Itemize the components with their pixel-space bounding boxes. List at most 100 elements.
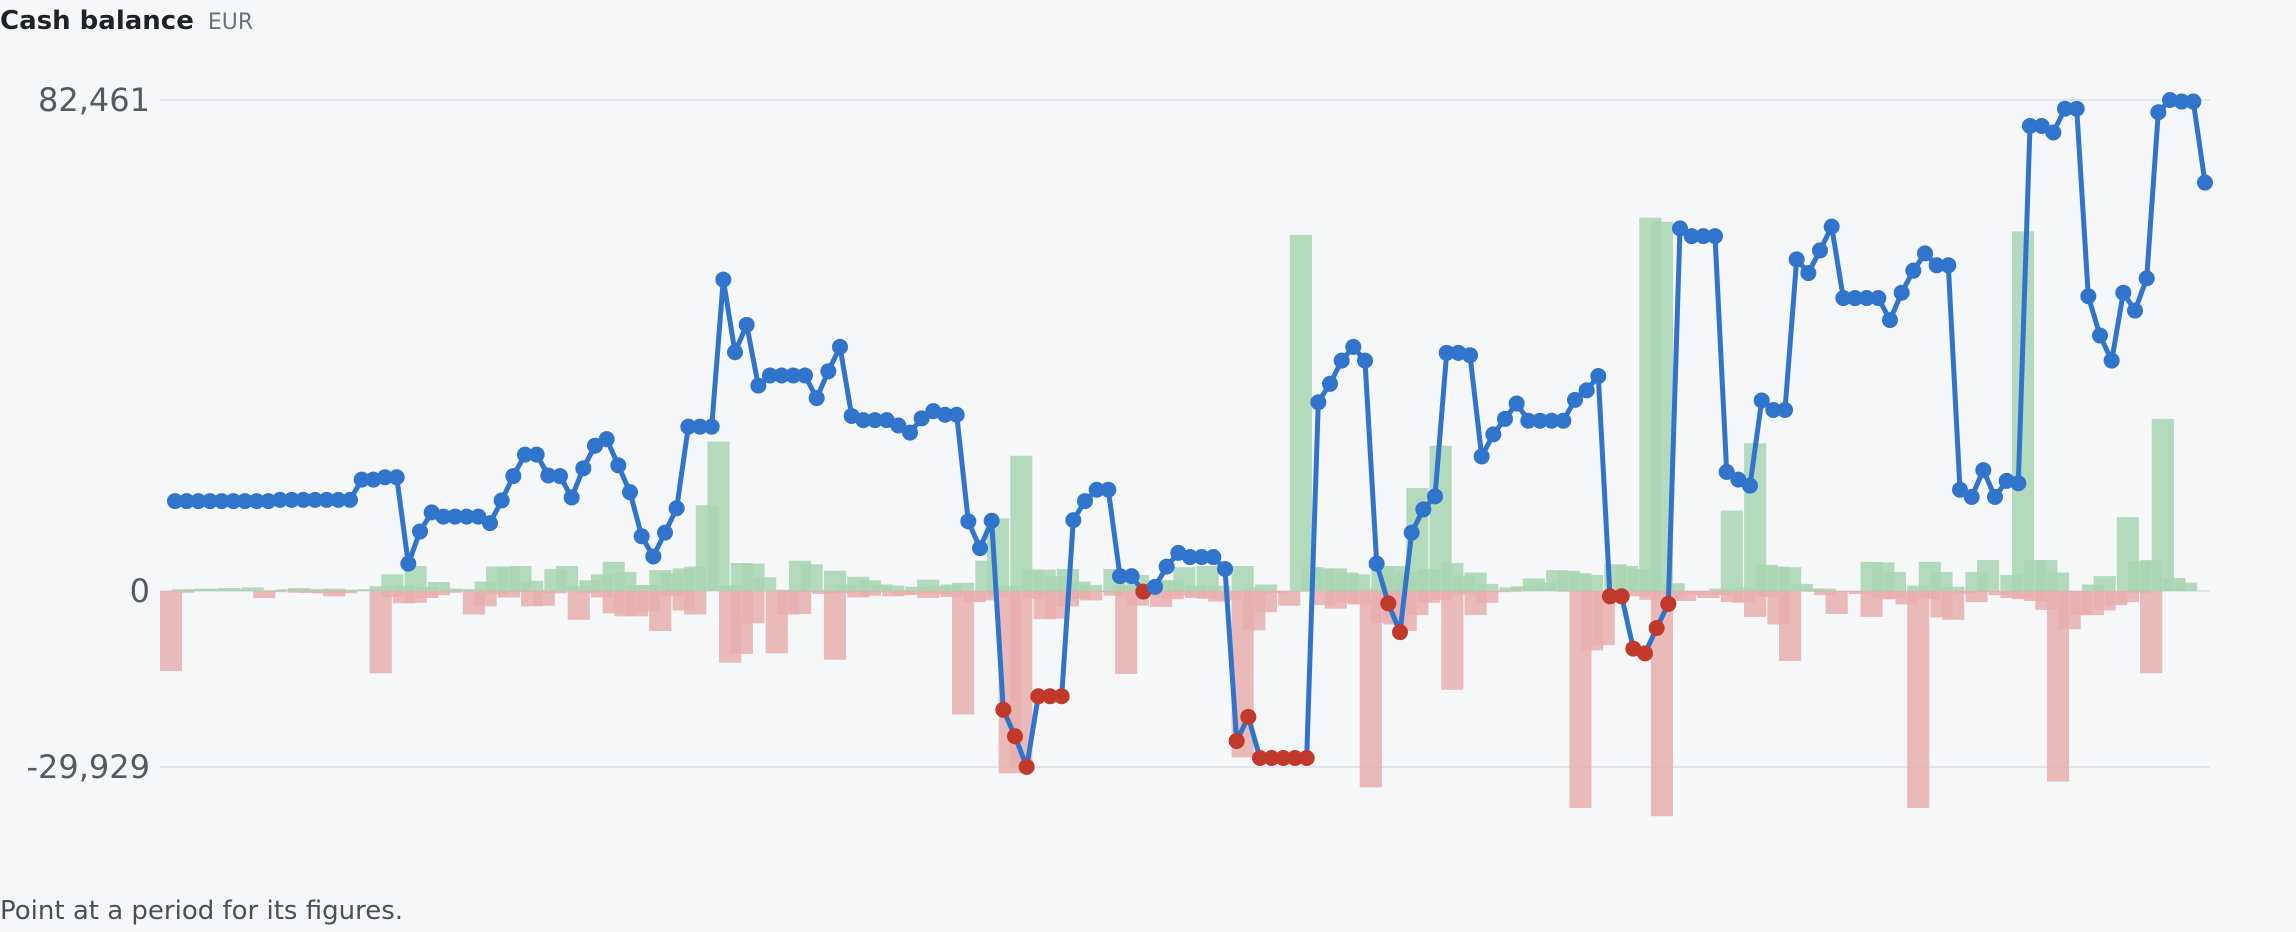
balance-point bbox=[1403, 524, 1420, 541]
outflow-bar bbox=[1872, 591, 1895, 600]
inflow-bar bbox=[835, 584, 858, 591]
outflow-bar bbox=[299, 591, 322, 593]
inflow-bar bbox=[719, 585, 742, 591]
balance-point bbox=[1777, 401, 1793, 418]
inflow-bar bbox=[1650, 221, 1674, 591]
balance-point bbox=[342, 491, 358, 508]
inflow-bar bbox=[800, 564, 823, 591]
outflow-bar bbox=[1732, 591, 1755, 603]
outflow-bar bbox=[1709, 591, 1732, 596]
negative-balance-point bbox=[1030, 688, 1047, 705]
balance-point bbox=[307, 491, 323, 508]
balance-point bbox=[540, 467, 557, 484]
balance-point bbox=[633, 528, 650, 545]
inflow-bar bbox=[264, 590, 287, 591]
inflow-bar bbox=[521, 580, 544, 591]
outflow-bar bbox=[334, 591, 357, 594]
outflow-bar bbox=[2011, 591, 2035, 600]
outflow-bar bbox=[742, 591, 765, 624]
outflow-bar bbox=[1918, 591, 1941, 600]
balance-point bbox=[2138, 270, 2155, 287]
outflow-bar bbox=[1802, 591, 1825, 592]
balance-point bbox=[237, 493, 253, 510]
inflow-bar bbox=[1348, 574, 1371, 591]
outflow-bar bbox=[171, 591, 194, 593]
outflow-bar bbox=[416, 591, 439, 599]
negative-balance-point bbox=[1240, 708, 1257, 725]
balance-point bbox=[2022, 117, 2038, 134]
balance-point bbox=[1532, 412, 1548, 429]
inflow-bar bbox=[2151, 418, 2174, 591]
outflow-bar bbox=[1417, 591, 1441, 603]
balance-point bbox=[1847, 290, 1863, 307]
outflow-bar bbox=[404, 591, 427, 603]
inflow-bar bbox=[1231, 565, 1254, 591]
outflow-bar bbox=[1219, 591, 1243, 600]
inflow-bar bbox=[2093, 576, 2116, 591]
balance-point bbox=[1812, 242, 1828, 259]
negative-balance-point bbox=[1053, 688, 1070, 705]
inflow-bar bbox=[905, 586, 928, 591]
inflow-bar bbox=[1511, 586, 1534, 591]
outflow-bar bbox=[2128, 591, 2151, 593]
inflow-bar bbox=[1977, 560, 2000, 591]
outflow-bar bbox=[1068, 591, 1091, 600]
balance-point bbox=[353, 471, 370, 488]
inflow-bar bbox=[1534, 582, 1557, 591]
balance-point bbox=[668, 500, 685, 517]
balance-point bbox=[1987, 488, 2003, 505]
outflow-bar bbox=[381, 591, 404, 597]
negative-balance-point bbox=[1648, 620, 1665, 637]
outflow-bar bbox=[2046, 591, 2070, 782]
balance-point bbox=[762, 367, 778, 384]
balance-point bbox=[1357, 352, 1373, 369]
balance-point bbox=[400, 555, 417, 572]
balance-point bbox=[1753, 392, 1770, 409]
inflow-bar bbox=[1476, 583, 1499, 591]
balance-point bbox=[937, 406, 953, 423]
chart-header: Cash balance EUR bbox=[0, 6, 253, 36]
balance-point bbox=[1427, 488, 1443, 505]
balance-point bbox=[1543, 412, 1560, 429]
balance-point bbox=[2045, 124, 2062, 141]
balance-point bbox=[1882, 312, 1898, 329]
negative-balance-point bbox=[1007, 728, 1023, 745]
outflow-bar bbox=[567, 591, 590, 620]
outflow-bar bbox=[1779, 591, 1802, 661]
balance-point bbox=[330, 491, 347, 508]
inflow-bar bbox=[567, 586, 590, 591]
balance-point bbox=[575, 460, 592, 477]
balance-point bbox=[1555, 412, 1572, 429]
inflow-bar bbox=[579, 580, 602, 591]
inflow-bar bbox=[358, 589, 381, 591]
inflow-bar bbox=[952, 582, 975, 591]
balance-point bbox=[2057, 100, 2073, 117]
inflow-bar bbox=[1720, 510, 1743, 591]
balance-point bbox=[1438, 344, 1455, 361]
inflow-bar bbox=[218, 588, 241, 591]
inflow-bar bbox=[893, 589, 916, 591]
balance-point bbox=[1893, 284, 1910, 301]
inflow-bar bbox=[1359, 588, 1382, 591]
inflow-bar bbox=[1581, 574, 1604, 591]
inflow-bar bbox=[1289, 234, 1312, 591]
inflow-bar bbox=[625, 585, 649, 591]
outflow-bar bbox=[800, 591, 823, 593]
outflow-bar bbox=[2023, 591, 2046, 601]
inflow-bar bbox=[1883, 571, 1906, 591]
outflow-bar bbox=[1720, 591, 1743, 603]
balance-point bbox=[1508, 395, 1525, 412]
negative-balance-point bbox=[1018, 758, 1035, 775]
balance-point bbox=[1333, 352, 1350, 369]
outflow-bar bbox=[1161, 591, 1184, 600]
inflow-bar bbox=[940, 584, 963, 591]
balance-point bbox=[703, 418, 720, 435]
inflow-bar bbox=[882, 585, 905, 591]
negative-balance-point bbox=[1275, 750, 1292, 767]
outflow-bar bbox=[1662, 591, 1685, 600]
inflow-bar bbox=[998, 586, 1021, 591]
balance-point bbox=[1590, 368, 1607, 385]
outflow-bar bbox=[952, 591, 975, 715]
outflow-bar bbox=[311, 591, 334, 594]
